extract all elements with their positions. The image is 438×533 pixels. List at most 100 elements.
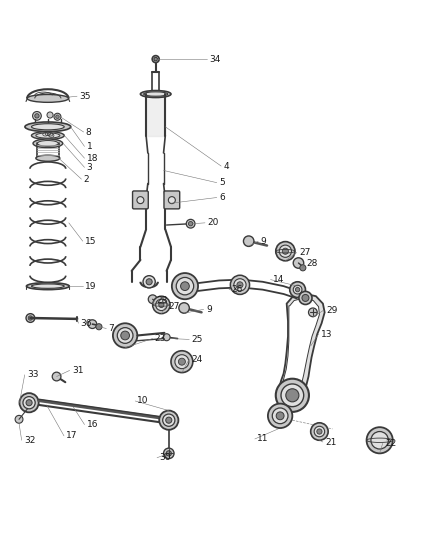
- Circle shape: [293, 258, 304, 268]
- Text: 14: 14: [273, 275, 284, 284]
- Circle shape: [295, 287, 300, 292]
- Ellipse shape: [141, 91, 171, 98]
- Polygon shape: [279, 294, 325, 403]
- Ellipse shape: [27, 94, 69, 102]
- Text: 10: 10: [138, 397, 149, 406]
- Circle shape: [163, 334, 170, 341]
- Circle shape: [113, 323, 138, 348]
- Circle shape: [47, 112, 53, 118]
- Text: 21: 21: [325, 438, 336, 447]
- Circle shape: [121, 331, 130, 340]
- Text: 3: 3: [87, 163, 92, 172]
- FancyBboxPatch shape: [164, 191, 180, 209]
- Circle shape: [35, 114, 39, 118]
- Circle shape: [143, 276, 155, 288]
- Text: 24: 24: [191, 354, 203, 364]
- Text: 28: 28: [306, 260, 318, 269]
- Circle shape: [311, 423, 328, 440]
- Text: 27: 27: [299, 248, 310, 257]
- Circle shape: [96, 324, 102, 330]
- Text: 6: 6: [219, 193, 225, 202]
- Circle shape: [54, 113, 61, 120]
- Circle shape: [146, 279, 152, 285]
- Circle shape: [154, 58, 157, 61]
- Circle shape: [286, 389, 299, 402]
- Circle shape: [180, 282, 189, 290]
- Text: 8: 8: [86, 127, 92, 136]
- Circle shape: [88, 320, 97, 328]
- Ellipse shape: [33, 139, 63, 148]
- Circle shape: [166, 451, 171, 456]
- Circle shape: [56, 115, 59, 118]
- Ellipse shape: [32, 132, 64, 140]
- Text: 9: 9: [206, 305, 212, 314]
- Circle shape: [299, 292, 312, 304]
- Text: 2: 2: [84, 175, 89, 184]
- Text: 27: 27: [168, 302, 179, 311]
- Ellipse shape: [25, 122, 71, 132]
- Circle shape: [276, 241, 295, 261]
- Circle shape: [308, 308, 317, 317]
- Circle shape: [52, 372, 61, 381]
- Text: 11: 11: [257, 434, 268, 443]
- Circle shape: [186, 220, 195, 228]
- Text: 34: 34: [209, 54, 221, 63]
- Circle shape: [234, 279, 246, 291]
- Circle shape: [152, 296, 170, 313]
- Text: 36: 36: [81, 319, 92, 328]
- Circle shape: [28, 316, 32, 320]
- Circle shape: [163, 448, 174, 458]
- Ellipse shape: [26, 282, 69, 289]
- Text: 23: 23: [155, 334, 166, 343]
- Circle shape: [171, 351, 193, 373]
- Text: 25: 25: [191, 335, 203, 344]
- Circle shape: [176, 277, 194, 295]
- Circle shape: [230, 275, 250, 294]
- Circle shape: [300, 265, 306, 271]
- Text: 29: 29: [326, 305, 337, 314]
- Circle shape: [178, 358, 185, 365]
- Circle shape: [281, 384, 304, 407]
- Text: 30: 30: [159, 453, 171, 462]
- Circle shape: [15, 415, 23, 423]
- Circle shape: [172, 273, 198, 299]
- Ellipse shape: [36, 155, 60, 161]
- Circle shape: [159, 302, 164, 308]
- Text: 20: 20: [207, 219, 219, 228]
- Circle shape: [279, 245, 291, 257]
- Text: 13: 13: [321, 330, 332, 338]
- Circle shape: [26, 313, 35, 322]
- Circle shape: [283, 248, 288, 254]
- Ellipse shape: [144, 92, 168, 96]
- Text: 31: 31: [72, 366, 83, 375]
- Circle shape: [302, 294, 309, 302]
- Circle shape: [314, 426, 325, 437]
- Circle shape: [293, 285, 302, 294]
- Circle shape: [159, 410, 178, 430]
- Circle shape: [237, 282, 243, 288]
- Circle shape: [367, 427, 393, 454]
- Ellipse shape: [32, 284, 64, 288]
- Circle shape: [317, 429, 322, 434]
- Circle shape: [188, 222, 193, 226]
- Text: 26: 26: [231, 285, 243, 294]
- Text: 33: 33: [27, 370, 39, 379]
- Circle shape: [179, 303, 189, 313]
- Text: 17: 17: [66, 431, 78, 440]
- Circle shape: [276, 379, 309, 412]
- Circle shape: [152, 55, 159, 62]
- Circle shape: [166, 417, 172, 423]
- Circle shape: [148, 295, 157, 304]
- Circle shape: [244, 236, 254, 246]
- Text: 4: 4: [223, 161, 229, 171]
- Text: 32: 32: [24, 436, 35, 445]
- Text: 18: 18: [87, 154, 98, 163]
- Text: 9: 9: [261, 237, 266, 246]
- Circle shape: [290, 282, 305, 297]
- Circle shape: [162, 414, 175, 426]
- Circle shape: [155, 299, 167, 311]
- Text: 16: 16: [87, 420, 98, 429]
- FancyBboxPatch shape: [133, 191, 148, 209]
- Circle shape: [137, 197, 144, 204]
- Circle shape: [175, 354, 189, 369]
